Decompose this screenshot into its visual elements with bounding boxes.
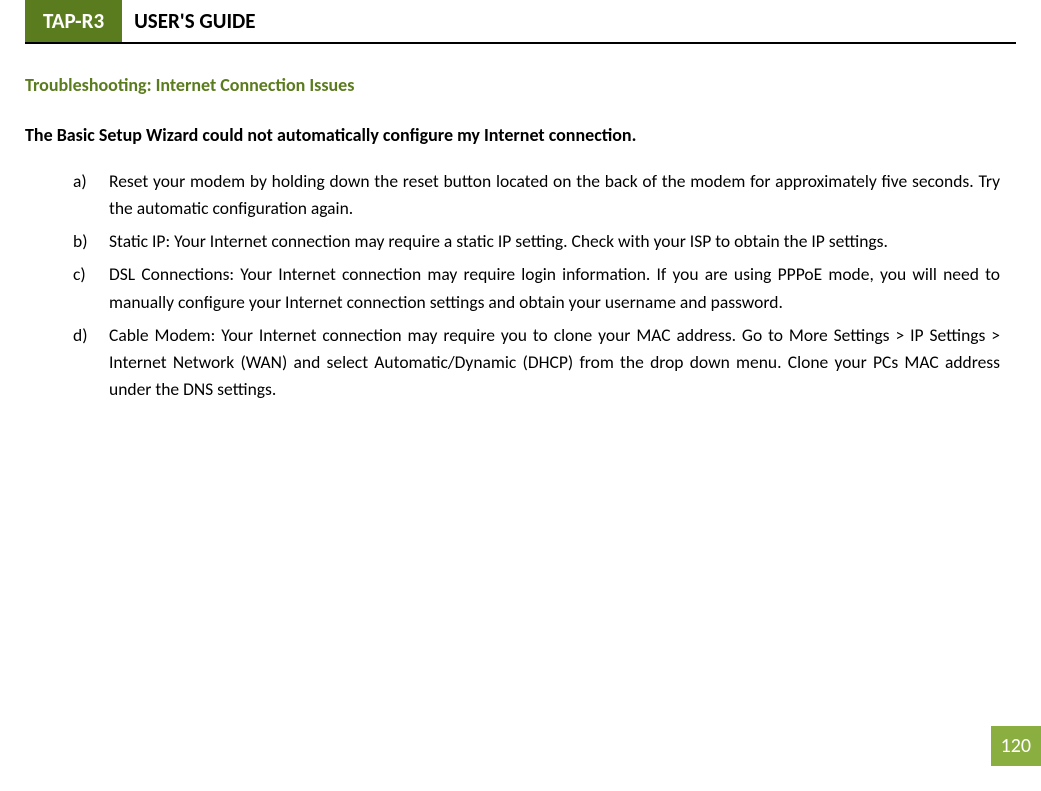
list-text: Cable Modem: Your Internet connection ma… bbox=[109, 322, 1000, 403]
list-text: Static IP: Your Internet connection may … bbox=[109, 228, 1000, 255]
list-text: Reset your modem by holding down the res… bbox=[109, 168, 1000, 222]
list-item: b) Static IP: Your Internet connection m… bbox=[73, 228, 1000, 255]
header-badge: TAP-R3 bbox=[25, 0, 122, 42]
subsection-title: The Basic Setup Wizard could not automat… bbox=[25, 124, 1016, 146]
list-marker: b) bbox=[73, 228, 109, 255]
page-header: TAP-R3 USER'S GUIDE bbox=[25, 0, 1016, 44]
list-item: c) DSL Connections: Your Internet connec… bbox=[73, 261, 1000, 315]
page-content: Troubleshooting: Internet Connection Iss… bbox=[0, 44, 1041, 403]
list-marker: a) bbox=[73, 168, 109, 222]
troubleshooting-list: a) Reset your modem by holding down the … bbox=[25, 168, 1016, 403]
list-text: DSL Connections: Your Internet connectio… bbox=[109, 261, 1000, 315]
section-title: Troubleshooting: Internet Connection Iss… bbox=[25, 74, 1016, 96]
page-number: 120 bbox=[991, 726, 1041, 766]
list-marker: c) bbox=[73, 261, 109, 315]
header-title: USER'S GUIDE bbox=[122, 0, 267, 42]
list-item: d) Cable Modem: Your Internet connection… bbox=[73, 322, 1000, 403]
list-item: a) Reset your modem by holding down the … bbox=[73, 168, 1000, 222]
list-marker: d) bbox=[73, 322, 109, 403]
